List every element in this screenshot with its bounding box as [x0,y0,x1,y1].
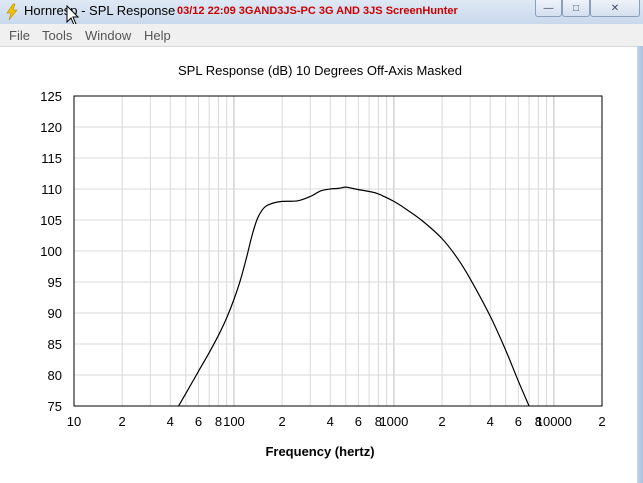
title-bar[interactable]: Hornresp - SPL Response 03/12 22:09 3GAN… [0,0,643,24]
x-tick-label: 10000 [536,414,572,429]
window-edge [637,46,643,483]
y-tick-label: 80 [48,368,62,383]
x-axis-label: Frequency (hertz) [265,444,374,459]
x-tick-label: 2 [278,414,285,429]
spl-response-chart: 125 120 115 110 105 100 95 90 85 80 75 10 2 4 6 8 100 2 4 6… [0,46,637,483]
x-tick-label: 6 [515,414,522,429]
menu-window[interactable]: Window [85,28,132,43]
close-icon: ✕ [610,2,620,14]
y-tick-label: 110 [41,182,62,197]
y-tick-label: 120 [40,120,62,135]
maximize-button[interactable]: □ [562,0,590,17]
x-tick-label: 8 [375,414,382,429]
y-tick-label: 75 [48,399,62,414]
menu-tools[interactable]: Tools [42,28,73,43]
x-tick-label: 6 [195,414,202,429]
x-tick-label: 2 [119,414,126,429]
x-tick-label: 4 [167,414,174,429]
y-tick-label: 115 [41,151,62,166]
menu-file[interactable]: File [9,28,30,43]
lightning-icon [6,3,18,21]
close-button[interactable]: ✕ [590,0,640,17]
y-tick-label: 125 [40,89,62,104]
x-tick-label: 1000 [379,414,408,429]
y-tick-label: 100 [40,244,62,259]
screenshot-overlay-text: 03/12 22:09 3GAND3JS-PC 3G AND 3JS Scree… [177,5,458,17]
x-tick-label: 2 [598,414,605,429]
spl-response-curve [177,186,530,406]
x-tick-label: 4 [327,414,334,429]
plot-frame [73,95,603,407]
y-tick-label: 105 [40,213,62,228]
x-tick-label: 6 [355,414,362,429]
y-tick-label: 85 [48,337,62,352]
y-tick-label: 90 [48,306,62,321]
chart-title: SPL Response (dB) 10 Degrees Off-Axis Ma… [178,63,462,78]
x-tick-label: 10 [67,414,81,429]
x-tick-label: 100 [223,414,245,429]
x-tick-label: 4 [487,414,494,429]
menu-bar: File Tools Window Help [0,24,643,47]
x-tick-label: 8 [535,414,542,429]
maximize-icon: □ [572,2,580,14]
x-tick-label: 8 [215,414,222,429]
menu-help[interactable]: Help [144,28,171,43]
window-title: Hornresp - SPL Response [24,3,176,18]
minimize-icon: — [543,2,554,14]
y-tick-label: 95 [48,275,62,290]
minimize-button[interactable]: — [535,0,562,17]
x-tick-label: 2 [438,414,445,429]
